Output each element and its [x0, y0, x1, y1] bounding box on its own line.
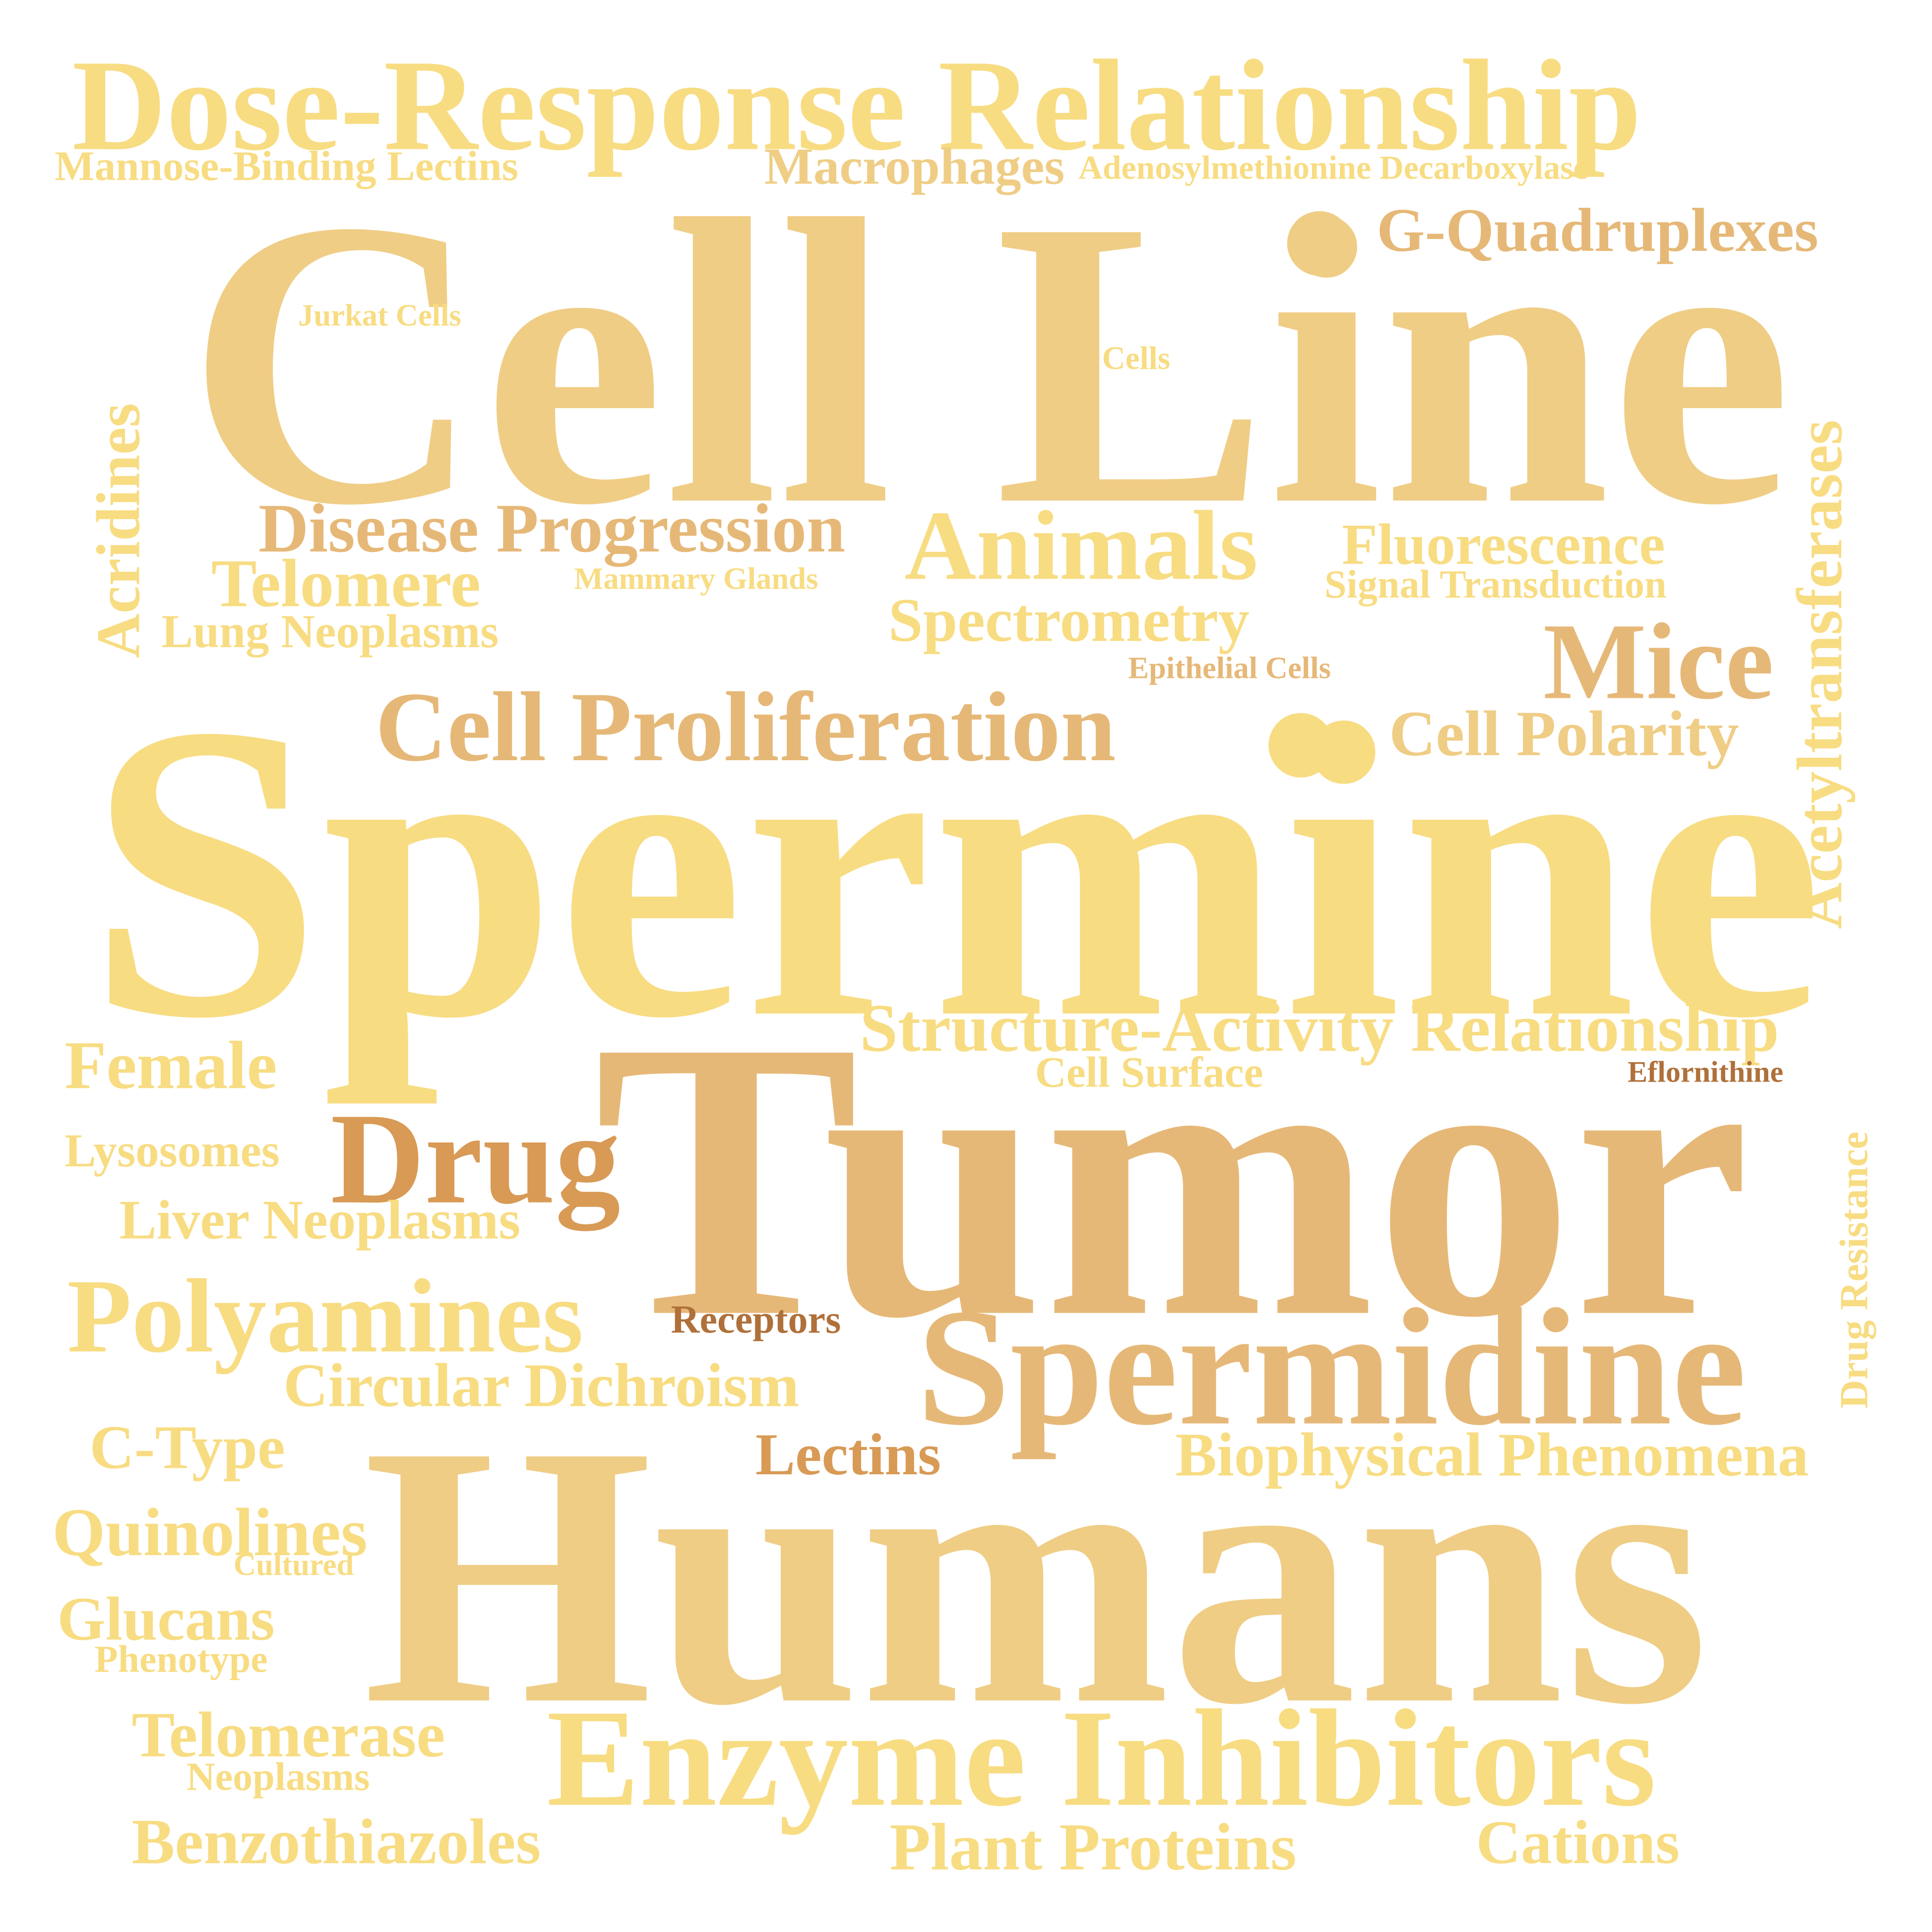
word-lung-neoplasms: Lung Neoplasms — [161, 606, 499, 659]
word-biophysical-phenomena: Biophysical Phenomena — [1175, 1419, 1809, 1490]
word-liver-neoplasms: Liver Neoplasms — [119, 1189, 521, 1251]
word-enzyme-inhibitors: Enzyme Inhibitors — [547, 1682, 1656, 1836]
word-neoplasms: Neoplasms — [186, 1753, 370, 1799]
word-phenotype: Phenotype — [94, 1637, 268, 1681]
word-epithelial-cells: Epithelial Cells — [1128, 652, 1331, 686]
word-cations: Cations — [1476, 1807, 1680, 1877]
word-plant-proteins: Plant Proteins — [889, 1810, 1297, 1884]
dot-marker — [1268, 713, 1333, 778]
word-macrophages: Macrophages — [764, 139, 1065, 196]
word-cell-proliferation: Cell Proliferation — [375, 673, 1116, 783]
word-mannose-binding-lectins: Mannose-Binding Lectins — [55, 144, 518, 190]
word-spermidine: Spermidine — [917, 1275, 1746, 1461]
word-polyamines: Polyamines — [67, 1258, 584, 1375]
word-eflornithine: Eflornithine — [1627, 1057, 1784, 1089]
word-receptors: Receptors — [671, 1297, 841, 1342]
word-signal-transduction: Signal Transduction — [1324, 561, 1667, 606]
word-quinolines: Quinolines — [52, 1494, 368, 1570]
word-acridines: Acridines — [83, 403, 153, 659]
word-mice: Mice — [1543, 602, 1774, 723]
word-lectins: Lectins — [755, 1422, 941, 1488]
word-spectrometry: Spectrometry — [888, 585, 1249, 655]
word-cells: Cells — [1102, 340, 1171, 376]
word-benzothiazoles: Benzothiazoles — [131, 1807, 541, 1878]
word-humans: Humans — [363, 1369, 1709, 1781]
word-lysosomes: Lysosomes — [64, 1125, 280, 1178]
word-drug: Drug — [330, 1086, 621, 1231]
word-structure-activity-relationship: Structure-Activity Relationship — [860, 990, 1779, 1066]
word-glucans: Glucans — [57, 1583, 275, 1653]
word-spermine: Spermine — [87, 637, 1824, 1106]
word-mammary-glands: Mammary Glands — [574, 562, 818, 597]
word-animals: Animals — [904, 491, 1258, 602]
word-female: Female — [64, 1027, 277, 1103]
word-circular-dichroism: Circular Dichroism — [283, 1350, 800, 1420]
word-adenosylmethionine-decarboxylase: Adenosylmethionine Decarboxylase — [1078, 149, 1588, 186]
word-telomerase: Telomerase — [131, 1700, 445, 1771]
word-cell-surface: Cell Surface — [1035, 1048, 1263, 1097]
word-jurkat-cells: Jurkat Cells — [298, 299, 461, 333]
word-g-quadruplexes: G-Quadruplexes — [1376, 195, 1819, 265]
word-dose-response-relationship: Dose-Response Relationship — [72, 32, 1641, 178]
word-tumor: Tumor — [594, 960, 1750, 1400]
word-c-type: C-Type — [89, 1412, 285, 1482]
word-cell-polarity: Cell Polarity — [1389, 699, 1739, 770]
word-drug-resistance: Drug Resistance — [1831, 1131, 1876, 1409]
word-fluorescence: Fluorescence — [1342, 513, 1665, 578]
word-telomere: Telomere — [211, 545, 481, 621]
word-disease-progression: Disease Progression — [258, 490, 846, 568]
word-cultured: Cultured — [233, 1549, 354, 1583]
dot-marker — [1287, 211, 1352, 276]
word-cell-line: Cell Line — [186, 136, 1793, 590]
